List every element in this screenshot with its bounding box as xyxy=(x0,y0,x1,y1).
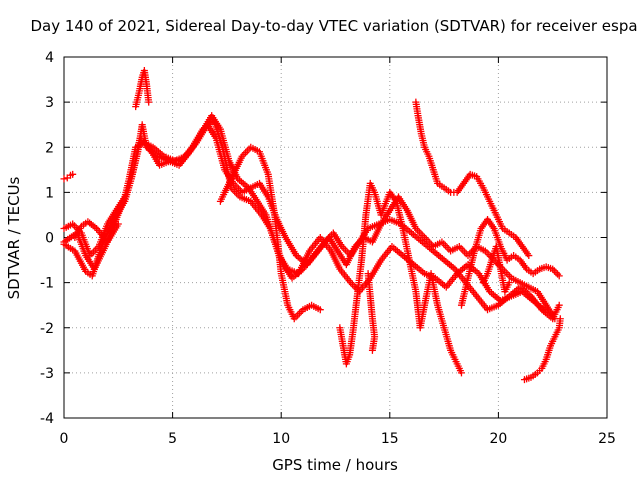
data-point xyxy=(316,306,324,314)
data-point xyxy=(60,175,68,183)
y-tick-label: -1 xyxy=(40,276,54,292)
data-point xyxy=(556,315,564,323)
y-tick-label: -4 xyxy=(40,411,54,427)
series-trace-f xyxy=(216,143,324,323)
y-tick-label: 1 xyxy=(45,185,54,201)
data-point xyxy=(505,279,513,287)
series-trace-d xyxy=(60,170,77,183)
y-tick-label: 4 xyxy=(45,50,54,66)
data-point xyxy=(69,170,77,178)
series-trace-c xyxy=(60,116,548,314)
data-point xyxy=(552,268,560,276)
y-tick-label: 0 xyxy=(45,231,54,247)
y-tick-label: -3 xyxy=(40,366,54,382)
data-points xyxy=(60,67,564,384)
data-point xyxy=(555,301,563,309)
data-point xyxy=(525,252,533,260)
series-trace-j xyxy=(457,215,563,309)
x-tick-label: 20 xyxy=(489,431,507,447)
data-point xyxy=(145,98,153,106)
series-trace-g xyxy=(336,179,465,377)
y-tick-label: 2 xyxy=(45,140,54,156)
data-point xyxy=(368,346,376,354)
data-point xyxy=(540,306,548,314)
x-axis-label: GPS time / hours xyxy=(272,456,398,474)
series-trace-k xyxy=(479,243,513,296)
data-point xyxy=(555,272,563,280)
x-tick-label: 15 xyxy=(381,431,399,447)
x-tick-labels: 0 5 10 15 20 25 xyxy=(60,431,616,447)
x-tick-label: 5 xyxy=(168,431,177,447)
y-tick-labels: -4 -3 -2 -1 0 1 2 3 4 xyxy=(40,50,54,427)
data-point xyxy=(114,220,122,228)
chart-title: Day 140 of 2021, Sidereal Day-to-day VTE… xyxy=(30,17,637,35)
series-trace-m xyxy=(71,218,122,246)
y-tick-label: 3 xyxy=(45,95,54,111)
y-axis-label: SDTVAR / TECUs xyxy=(5,176,23,299)
x-tick-label: 25 xyxy=(598,431,616,447)
x-tick-label: 0 xyxy=(60,431,69,447)
series-trace-l xyxy=(520,315,564,384)
axis-ticks xyxy=(63,56,608,419)
y-tick-label: -2 xyxy=(40,321,54,337)
data-point xyxy=(554,270,562,278)
series-trace-h xyxy=(364,270,379,354)
x-tick-label: 10 xyxy=(272,431,290,447)
data-point xyxy=(457,369,465,377)
series-trace-e xyxy=(132,67,153,111)
series-trace-i xyxy=(412,98,533,260)
